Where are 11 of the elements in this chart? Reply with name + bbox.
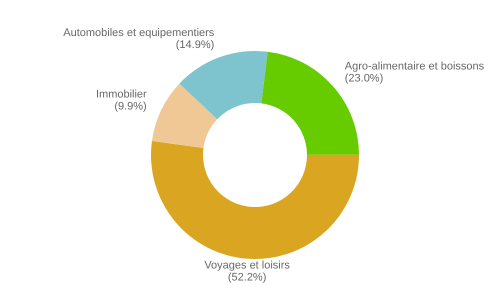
donut-slice: [152, 84, 218, 148]
donut-slice: [179, 51, 268, 120]
donut-slice: [151, 141, 359, 259]
data-label: (23.0%): [344, 72, 384, 84]
slice-label: Voyages et loisirs: [204, 260, 290, 272]
data-label: (9.9%): [114, 100, 147, 112]
slice-label: Agro-alimentaire et boissons: [344, 60, 485, 72]
slice-label: Automobiles et equipementiers: [63, 27, 215, 40]
data-label: (52.2%): [228, 272, 266, 284]
data-label: (14.9%): [176, 39, 214, 52]
slice-label: Immobilier: [96, 88, 148, 100]
